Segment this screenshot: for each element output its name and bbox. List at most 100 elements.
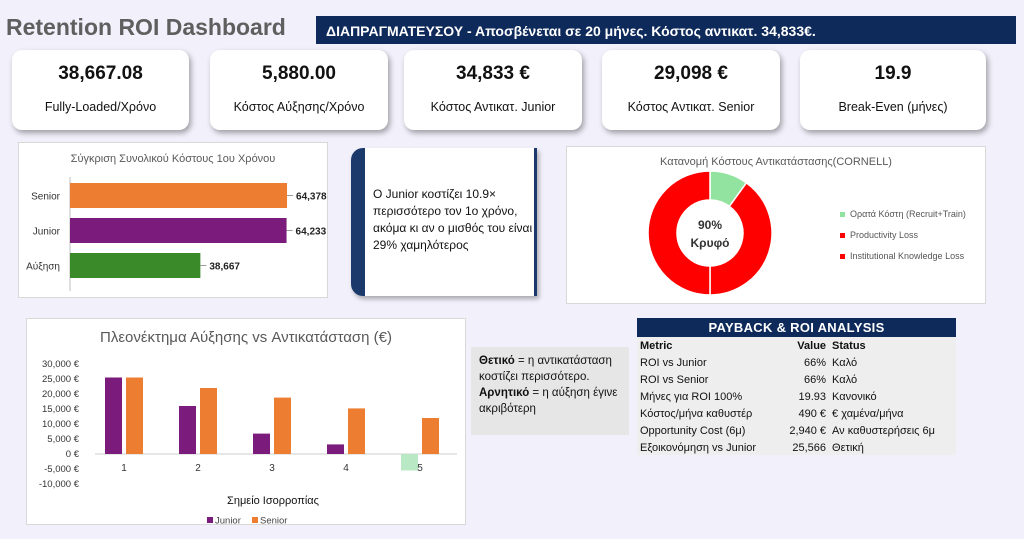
cell-value: 2,940 € xyxy=(789,424,827,437)
kpi-value: 5,880.00 xyxy=(262,63,336,84)
bar[interactable] xyxy=(70,183,288,208)
x-tick-label: 1 xyxy=(121,463,127,474)
cell-status: € χαμένα/μήνα xyxy=(832,407,904,420)
bar[interactable] xyxy=(70,218,287,243)
cell-value: 66% xyxy=(804,373,827,386)
cell-value: 66% xyxy=(804,356,827,369)
table-row: ROI vs Junior 66% Καλό xyxy=(637,354,956,371)
column-bar[interactable] xyxy=(422,418,439,454)
column-bar[interactable] xyxy=(327,444,344,454)
chart-title: Κατανομή Κόστους Αντικατάστασης(CORNELL) xyxy=(660,156,892,168)
kpi-value: 38,667.08 xyxy=(58,63,143,84)
cell-value: 490 € xyxy=(798,407,827,420)
legend-entry: Productivity Loss xyxy=(850,230,919,240)
column-bar[interactable] xyxy=(253,433,270,454)
legend-swatch xyxy=(840,233,845,238)
cell-status: Θετική xyxy=(832,441,864,454)
kpi-value: 29,098 € xyxy=(654,63,728,84)
column-bar[interactable] xyxy=(348,408,365,454)
cell-status: Κανονικό xyxy=(832,390,877,403)
kpi-label: Κόστος Αντικατ. Senior xyxy=(627,100,755,114)
negative-explanation: Αρνητικό = η αύξηση έγινε ακριβότερη xyxy=(479,385,621,417)
donut-slice[interactable] xyxy=(709,181,773,296)
roi-table: Metric Value Status ROI vs Junior 66% Καλό… xyxy=(637,337,956,455)
legend-entry: Senior xyxy=(260,516,287,527)
chart-title: Σύγκριση Συνολικού Κόστους 1ου Χρόνου xyxy=(70,153,276,165)
bar[interactable] xyxy=(70,253,201,278)
insight-note: Ο Junior κοστίζει 10.9× περισσότερο τον … xyxy=(351,148,537,296)
status-banner: ΔΙΑΠΡΑΓΜΑΤΕΥΣΟΥ - Αποσβένεται σε 20 μήνε… xyxy=(316,16,1016,44)
cell-status: Καλό xyxy=(832,356,858,369)
cell-metric: Μήνες για ROI 100% xyxy=(640,390,743,403)
x-tick-label: 2 xyxy=(195,463,201,474)
donut-center-percent: 90% xyxy=(698,218,722,232)
y-tick-label: 30,000 € xyxy=(42,359,80,370)
kpi-value: 34,833 € xyxy=(456,63,530,84)
roi-table-title: PAYBACK & ROI ANALYSIS xyxy=(637,318,956,337)
y-tick-label: -10,000 € xyxy=(39,479,80,490)
legend-swatch xyxy=(840,254,845,259)
table-row: Εξοικονόμηση vs Junior 25,566 Θετική xyxy=(637,439,956,456)
total-cost-chart-svg: Senior 64,378 Junior 64,233 Αύξηση 38,667 xyxy=(26,177,327,291)
kpi-label: Fully-Loaded/Χρόνο xyxy=(44,100,157,114)
x-tick-label: 5 xyxy=(417,463,423,474)
column-bar[interactable] xyxy=(126,377,143,455)
bar-category-label: Junior xyxy=(33,227,61,238)
kpi-label: Κόστος Αντικατ. Junior xyxy=(430,100,556,114)
column-bar[interactable] xyxy=(105,377,122,455)
kpi-card-break-even[interactable]: 19.9 Break-Even (μήνες) xyxy=(800,50,986,130)
column-bar[interactable] xyxy=(200,388,217,454)
bar-value-label: 64,233 xyxy=(296,227,327,238)
legend-swatch xyxy=(252,517,258,523)
cell-metric: Κόστος/μήνα καθυστέρ xyxy=(640,407,753,420)
cell-metric: ROI vs Junior xyxy=(640,356,707,369)
negative-term: Αρνητικό xyxy=(479,387,530,399)
table-row: Μήνες για ROI 100% 19.93 Κανονικό xyxy=(637,388,956,405)
kpi-card-raise-cost[interactable]: 5,880.00 Κόστος Αύξησης/Χρόνο xyxy=(210,50,388,130)
cell-status: Αν καθυστερήσεις 6μ xyxy=(832,424,935,437)
bar-category-label: Αύξηση xyxy=(26,261,60,273)
donut-slice[interactable] xyxy=(647,170,711,296)
positive-explanation: Θετικό = η αντικατάσταση κοστίζει περισσ… xyxy=(479,353,621,385)
column-bar[interactable] xyxy=(401,454,418,471)
total-cost-chart[interactable]: Σύγκριση Συνολικού Κόστους 1ου Χρόνου Se… xyxy=(18,142,328,298)
cell-value: 25,566 xyxy=(792,441,827,454)
dashboard-title: Retention ROI Dashboard xyxy=(6,14,286,40)
advantage-column-chart[interactable]: Πλεονέκτημα Αύξησης vs Αντικατάσταση (€)… xyxy=(26,318,466,527)
x-tick-label: 4 xyxy=(343,463,349,474)
table-row: Opportunity Cost (6μ) 2,940 € Αν καθυστερή… xyxy=(637,422,956,439)
y-tick-label: -5,000 € xyxy=(44,464,80,475)
table-row: ROI vs Senior 66% Καλό xyxy=(637,371,956,388)
kpi-label: Break-Even (μήνες) xyxy=(838,100,948,114)
legend-swatch xyxy=(207,517,213,523)
y-tick-label: 5,000 € xyxy=(47,434,79,445)
negative-text: = η αύξηση έγινε ακριβότερη xyxy=(479,387,618,415)
replacement-cost-donut-chart[interactable]: Κατανομή Κόστους Αντικατάστασης(CORNELL)… xyxy=(566,146,986,304)
positive-term: Θετικό xyxy=(479,355,515,367)
y-tick-label: 25,000 € xyxy=(42,374,80,385)
y-tick-label: 10,000 € xyxy=(42,419,80,430)
x-tick-label: 3 xyxy=(269,463,275,474)
donut-center-label: Κρυφό xyxy=(691,236,730,250)
legend-swatch xyxy=(840,212,845,217)
bar-category-label: Senior xyxy=(31,192,61,203)
insight-text: Ο Junior κοστίζει 10.9× περισσότερο τον … xyxy=(373,187,533,252)
kpi-card-junior-replacement[interactable]: 34,833 € Κόστος Αντικατ. Junior xyxy=(404,50,582,130)
header-status: Status xyxy=(832,339,866,352)
y-tick-label: 15,000 € xyxy=(42,404,80,415)
kpi-card-fully-loaded[interactable]: 38,667.08 Fully-Loaded/Χρόνο xyxy=(12,50,189,130)
column-bar[interactable] xyxy=(274,397,291,454)
cell-metric: Εξοικονόμηση vs Junior xyxy=(640,441,757,454)
legend-entry: Institutional Knowledge Loss xyxy=(850,251,965,261)
column-bar[interactable] xyxy=(179,406,196,454)
table-header-row: Metric Value Status xyxy=(637,337,956,354)
cell-metric: Opportunity Cost (6μ) xyxy=(640,424,746,437)
y-tick-label: 0 € xyxy=(66,449,80,460)
bar-value-label: 64,378 xyxy=(296,192,327,203)
sign-explanation-box: Θετικό = η αντικατάσταση κοστίζει περισσ… xyxy=(471,347,629,435)
chart-title: Πλεονέκτημα Αύξησης vs Αντικατάσταση (€) xyxy=(99,329,392,346)
kpi-card-senior-replacement[interactable]: 29,098 € Κόστος Αντικατ. Senior xyxy=(602,50,780,130)
cell-value: 19.93 xyxy=(798,390,827,403)
table-row: Κόστος/μήνα καθυστέρ 490 € € χαμένα/μήνα xyxy=(637,405,956,422)
header-metric: Metric xyxy=(640,339,673,352)
